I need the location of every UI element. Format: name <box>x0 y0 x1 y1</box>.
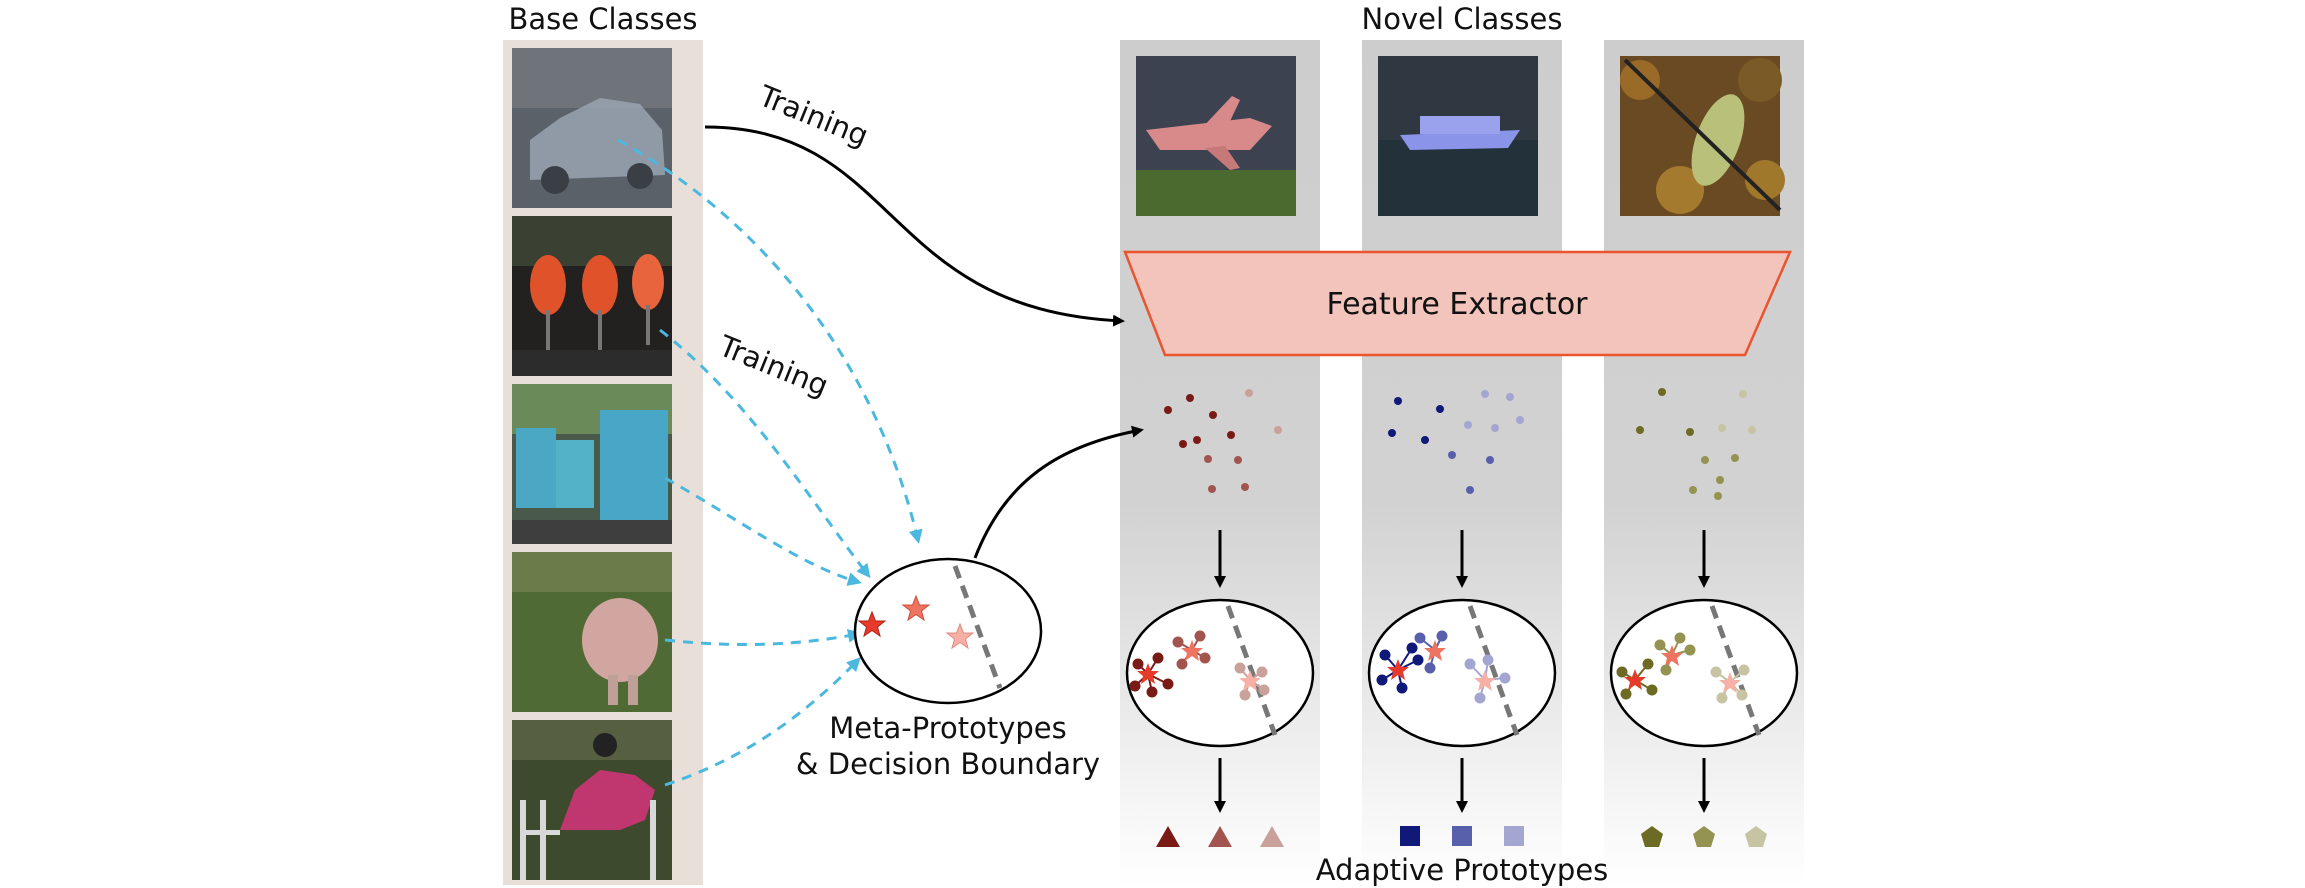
triangle-icon <box>1208 826 1232 847</box>
meta-to-features-arrow <box>973 425 1144 559</box>
training-label-bottom: Training <box>713 328 833 403</box>
base-image-buses <box>512 384 672 544</box>
adaptive-prototypes-label: Adaptive Prototypes <box>1316 853 1609 887</box>
adaptive-ellipse-boat <box>1367 598 1557 748</box>
triangle-icon <box>1260 826 1284 847</box>
pentagon-icon <box>1693 826 1715 847</box>
training-arrow-to-extractor <box>704 125 1125 327</box>
adaptive-ellipse-airplane <box>1125 598 1315 748</box>
meta-prototypes-ellipse <box>853 557 1043 705</box>
base-image-chairs <box>512 216 672 376</box>
meta-prototypes-label-2: & Decision Boundary <box>796 747 1100 781</box>
base-image-car <box>512 48 672 208</box>
meta-prototypes-label-1: Meta-Prototypes <box>829 711 1066 745</box>
square-icon <box>1452 826 1472 846</box>
feature-extractor-label: Feature Extractor <box>1326 287 1588 322</box>
novel-classes-title: Novel Classes <box>1362 2 1563 36</box>
novel-image-airplane <box>1136 56 1296 216</box>
feature-extractor <box>1123 250 1792 357</box>
base-classes-title: Base Classes <box>508 2 697 36</box>
meta-decision-boundary <box>952 565 1003 689</box>
meta-star-2 <box>901 594 931 622</box>
down-arrows <box>1214 530 1710 813</box>
pentagon-icon <box>1745 826 1767 847</box>
square-icon <box>1400 826 1420 846</box>
feature-dots-bird <box>1636 388 1756 500</box>
pentagon-icon <box>1641 826 1663 847</box>
meta-star-1 <box>857 610 887 638</box>
adaptive-ellipse-bird <box>1609 598 1799 748</box>
adaptive-prototypes-boat <box>1400 826 1524 846</box>
meta-prototype-stars <box>857 594 975 650</box>
base-image-pig <box>512 552 672 712</box>
training-label-top: Training <box>753 78 873 153</box>
base-image-horse-rider <box>512 720 672 880</box>
triangle-icon <box>1156 826 1180 847</box>
adaptive-prototypes-bird <box>1641 826 1767 847</box>
feature-dots-airplane <box>1164 389 1282 493</box>
base-to-meta-arrows <box>617 138 923 787</box>
novel-image-bird <box>1620 56 1785 216</box>
feature-dots-boat <box>1388 390 1524 494</box>
square-icon <box>1504 826 1524 846</box>
adaptive-prototypes-airplane <box>1156 826 1284 847</box>
meta-star-3 <box>945 622 975 650</box>
novel-image-boat <box>1378 56 1538 216</box>
